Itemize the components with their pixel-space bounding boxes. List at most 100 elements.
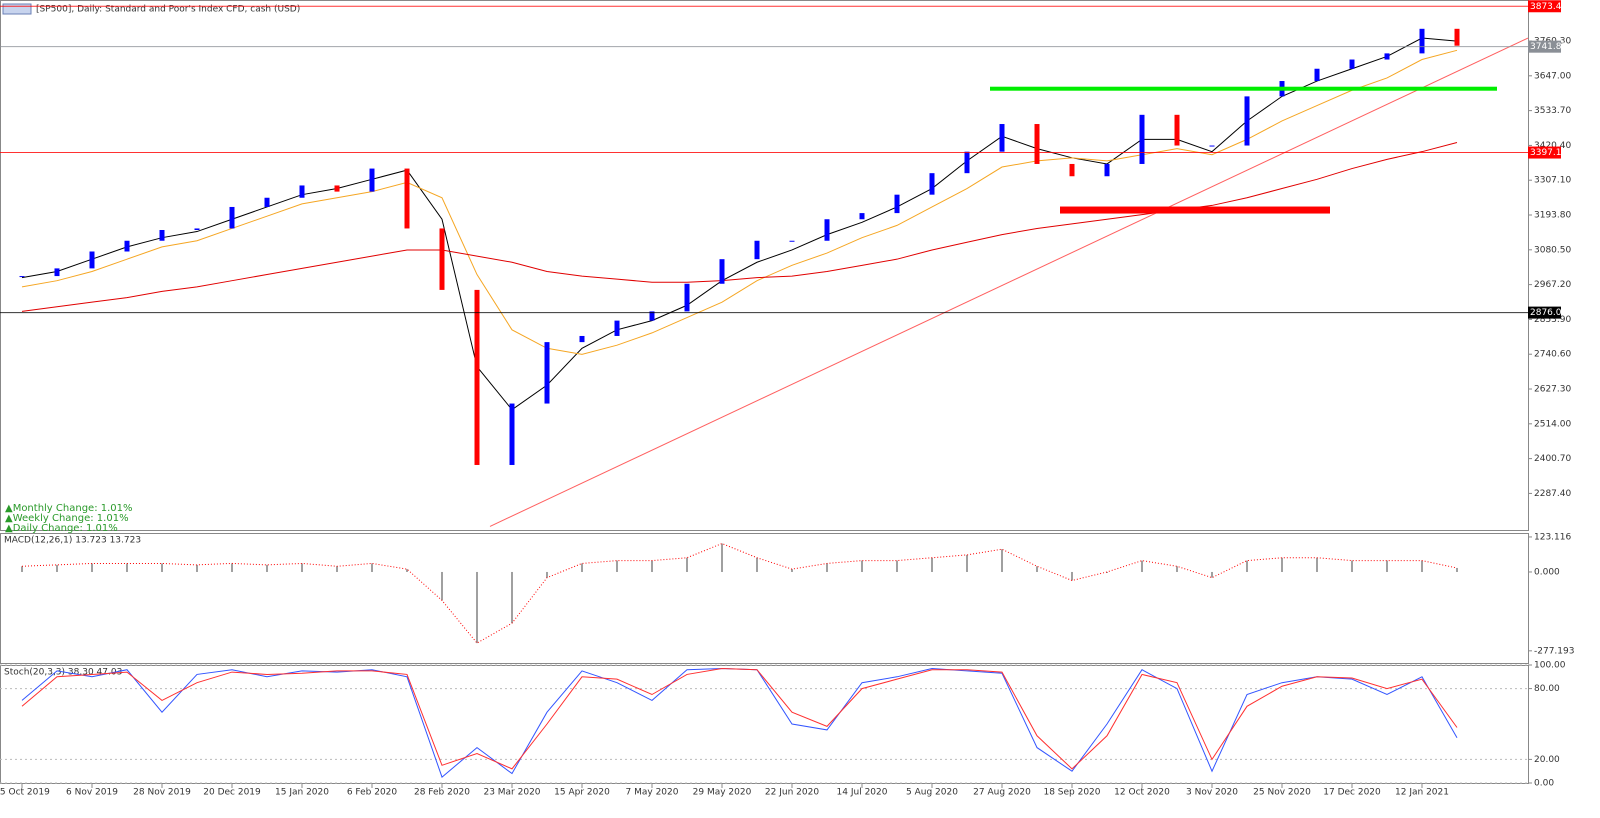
- macd-bar: [651, 560, 653, 572]
- x-tick-label: 14 Jul 2020: [837, 788, 888, 798]
- price-tag-label: 3397.17: [1530, 148, 1567, 158]
- candle: [404, 168, 410, 229]
- macd-bar: [826, 563, 828, 572]
- candle: [334, 185, 340, 192]
- y-tick-label: 3307.10: [1534, 176, 1571, 186]
- candle: [54, 268, 60, 277]
- macd-bar: [231, 563, 233, 572]
- macd-bar: [56, 564, 58, 572]
- macd-bar: [616, 560, 618, 572]
- price-tag-label: 3873.40: [1530, 2, 1567, 12]
- price-tag: [1528, 40, 1561, 53]
- x-tick-label: 23 Mar 2020: [483, 788, 540, 798]
- candle: [1384, 53, 1390, 60]
- candle: [1454, 28, 1460, 46]
- candle: [649, 311, 655, 321]
- macd-bar: [336, 566, 338, 572]
- candle: [789, 240, 795, 242]
- y-tick-label: 80.00: [1534, 684, 1560, 694]
- y-tick-label: 123.116: [1534, 532, 1571, 542]
- candle: [1034, 124, 1040, 164]
- candle: [684, 283, 690, 312]
- x-tick-label: 12 Oct 2020: [1114, 788, 1170, 798]
- price-tag-label: 2876.07: [1530, 308, 1567, 318]
- x-tick-label: 28 Nov 2019: [133, 788, 191, 798]
- macd-bar: [1421, 560, 1423, 572]
- macd-bar: [1386, 560, 1388, 572]
- candle: [1314, 68, 1320, 82]
- macd-bar: [791, 569, 793, 572]
- chart-title: [SP500], Daily: Standard and Poor's Inde…: [36, 5, 300, 15]
- y-tick-label: 2967.20: [1534, 280, 1571, 290]
- window-icon: [2, 3, 32, 15]
- y-tick-label: 3420.40: [1534, 141, 1571, 151]
- candle: [264, 197, 270, 207]
- moving-average: [21, 37, 1458, 411]
- candle: [89, 251, 95, 269]
- y-tick-label: 2514.00: [1534, 419, 1571, 429]
- candle: [1069, 163, 1075, 177]
- y-tick-label: 0.00: [1534, 779, 1554, 789]
- x-tick-label: 15 Apr 2020: [554, 788, 610, 798]
- candle: [964, 151, 970, 174]
- macd-bar: [196, 564, 198, 572]
- change-info: ▲Weekly Change: 1.01%: [5, 513, 129, 524]
- macd-bar: [721, 543, 723, 572]
- macd-bar: [476, 571, 478, 644]
- y-tick-label: 3533.70: [1534, 106, 1571, 116]
- price-tag: [1528, 306, 1561, 319]
- macd-bar: [1351, 560, 1353, 572]
- panel-frame: [0, 665, 1529, 784]
- macd-bar: [581, 563, 583, 572]
- candle: [929, 173, 935, 195]
- panel-frame: [0, 533, 1529, 664]
- candle: [1174, 114, 1180, 146]
- x-tick-label: 18 Sep 2020: [1043, 788, 1100, 798]
- macd-bar: [1036, 566, 1038, 572]
- x-tick-label: 25 Nov 2020: [1253, 788, 1311, 798]
- x-tick-label: 15 Jan 2020: [275, 788, 329, 798]
- candle: [1139, 114, 1145, 164]
- candle: [1104, 163, 1110, 177]
- change-info: ▲Daily Change: 1.01%: [5, 523, 118, 534]
- macd-bar: [861, 560, 863, 572]
- price-tag-label: 3741.83: [1530, 42, 1567, 52]
- candle: [509, 403, 515, 465]
- y-tick-label: 20.00: [1534, 755, 1560, 765]
- candle: [194, 228, 200, 230]
- candle: [894, 194, 900, 214]
- macd-bar: [1281, 557, 1283, 572]
- macd-bar: [1001, 549, 1003, 572]
- y-tick-label: 3080.50: [1534, 245, 1571, 255]
- x-tick-label: 29 May 2020: [693, 788, 752, 798]
- candle: [579, 335, 585, 343]
- candle: [229, 206, 235, 229]
- candle: [1209, 145, 1215, 147]
- x-tick-label: 6 Nov 2019: [66, 788, 118, 798]
- y-tick-label: 3193.80: [1534, 211, 1571, 221]
- candle: [1419, 28, 1425, 54]
- macd-bar: [1176, 566, 1178, 572]
- macd-bar: [266, 564, 268, 572]
- macd-bar: [371, 563, 373, 572]
- moving-average: [21, 49, 1458, 355]
- y-tick-label: 2853.90: [1534, 315, 1571, 325]
- macd-bar: [896, 560, 898, 572]
- candle: [754, 240, 760, 260]
- stoch-line: [21, 668, 1458, 770]
- macd-bar: [511, 571, 513, 624]
- moving-average: [21, 141, 1458, 312]
- macd-bar: [966, 554, 968, 572]
- change-info: ▲Monthly Change: 1.01%: [5, 503, 133, 514]
- y-tick-label: 100.00: [1534, 661, 1566, 671]
- x-tick-label: 27 Aug 2020: [973, 788, 1031, 798]
- stoch-line: [21, 668, 1458, 778]
- x-tick-label: 22 Jun 2020: [765, 788, 819, 798]
- x-tick-label: 6 Feb 2020: [347, 788, 398, 798]
- candle: [124, 240, 130, 252]
- zone-line: [1060, 206, 1330, 214]
- candle: [859, 213, 865, 220]
- panel-frame: [0, 0, 1529, 531]
- x-tick-label: 3 Nov 2020: [1186, 788, 1238, 798]
